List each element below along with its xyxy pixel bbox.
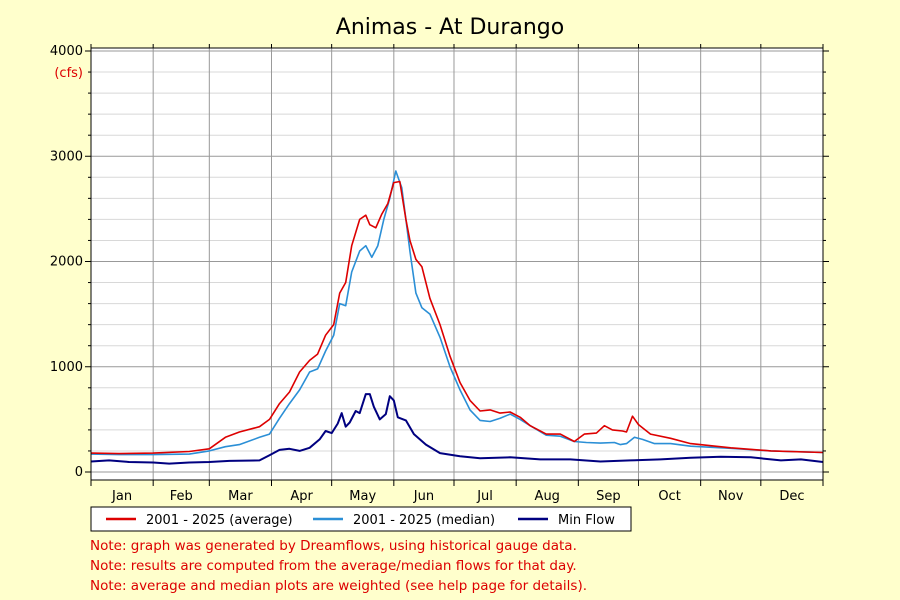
x-tick-label: Apr	[290, 489, 313, 504]
notes: Note: graph was generated by Dreamflows,…	[90, 538, 587, 594]
y-axis-unit-label: (cfs)	[54, 66, 83, 81]
x-tick-label: Jul	[476, 489, 493, 504]
plot-frame	[90, 47, 824, 481]
y-tick-label: 3000	[50, 149, 83, 164]
series-line-2	[90, 170, 824, 456]
x-tick-label: May	[349, 489, 376, 504]
grid	[91, 48, 823, 480]
x-tick-label: Aug	[535, 489, 560, 504]
y-tick-label: 1000	[50, 360, 83, 375]
x-tick-label: Feb	[170, 489, 193, 504]
axes: 0 1000 2000 3000 4000 Jan Feb Mar Apr May Jun Jul Au…	[50, 44, 829, 504]
series-line-1	[90, 180, 824, 455]
note-2: Note: results are computed from the aver…	[90, 558, 577, 574]
chart-title: Animas - At Durango	[336, 15, 564, 40]
legend-label: Min Flow	[558, 513, 615, 528]
series-layer	[90, 170, 824, 465]
legend-label: 2001 - 2025 (average)	[146, 513, 293, 528]
x-tick-label: Dec	[779, 489, 804, 504]
x-tick-label: Jan	[111, 489, 132, 504]
note-1: Note: graph was generated by Dreamflows,…	[90, 538, 577, 554]
x-tick-label: Jun	[413, 489, 434, 504]
y-tick-label: 0	[75, 465, 83, 480]
x-tick-label: Oct	[658, 489, 680, 504]
legend-label: 2001 - 2025 (median)	[353, 513, 495, 528]
y-tick-label: 2000	[50, 255, 83, 270]
series-line-3	[90, 393, 824, 465]
x-tick-label: Nov	[718, 489, 744, 504]
x-tick-label: Mar	[228, 489, 253, 504]
x-tick-label: Sep	[596, 489, 621, 504]
legend: 2001 - 2025 (average) 2001 - 2025 (median…	[90, 506, 632, 532]
plot-area	[91, 48, 823, 480]
y-tick-label: 4000	[50, 44, 83, 59]
note-3: Note: average and median plots are weigh…	[90, 578, 587, 594]
